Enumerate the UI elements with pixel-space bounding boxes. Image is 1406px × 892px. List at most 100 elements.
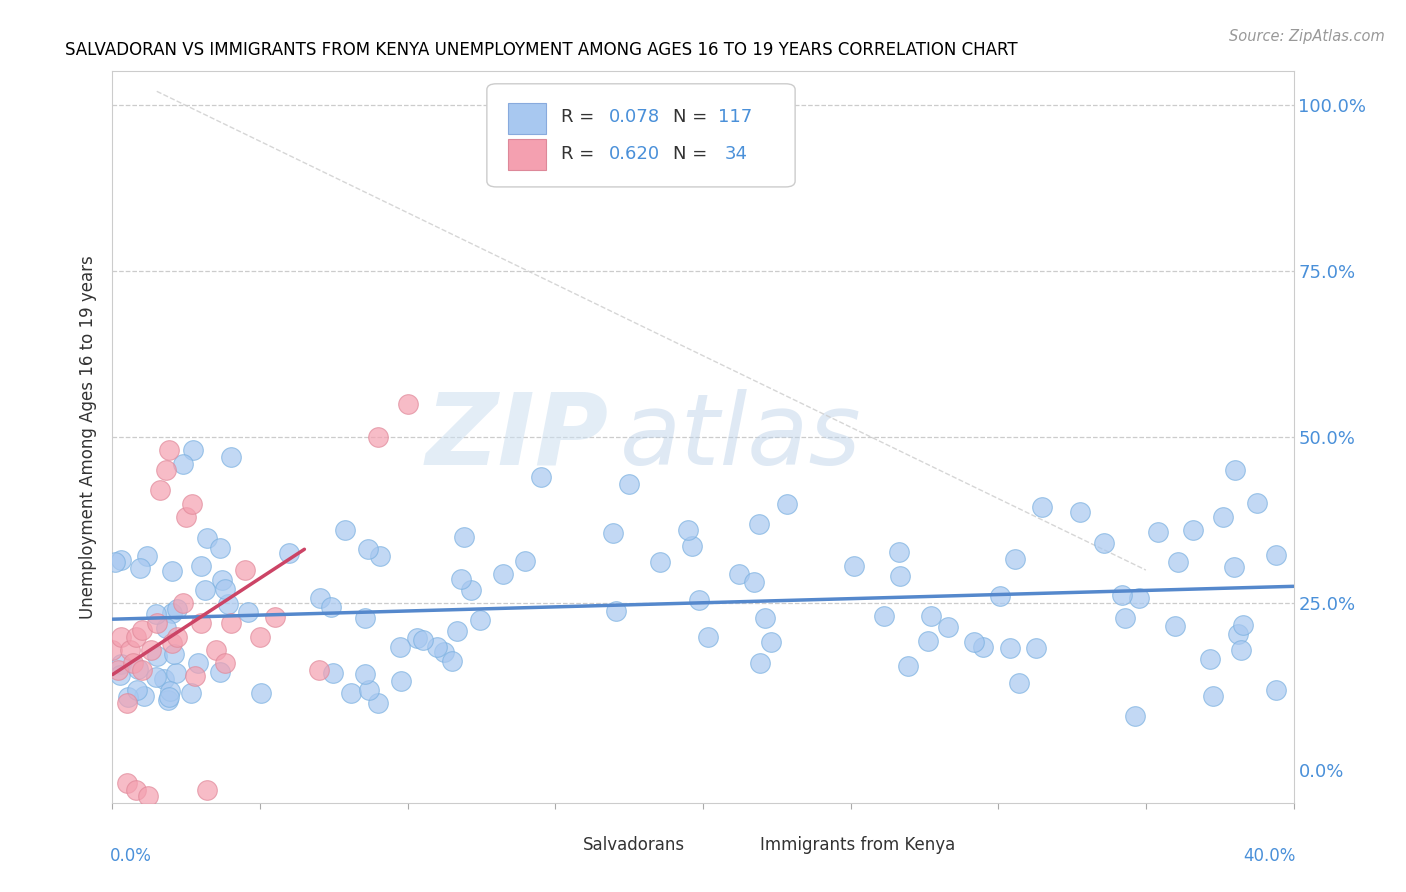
Point bbox=[617, 476, 640, 491]
Point bbox=[166, 602, 188, 616]
Point bbox=[353, 611, 375, 625]
Point bbox=[963, 635, 986, 649]
Point bbox=[120, 643, 142, 657]
Point bbox=[1025, 640, 1047, 655]
Point bbox=[357, 542, 380, 557]
Point bbox=[249, 686, 271, 700]
Point bbox=[1004, 551, 1026, 566]
Text: Salvadorans: Salvadorans bbox=[582, 836, 685, 855]
Point bbox=[1222, 559, 1244, 574]
Text: Immigrants from Kenya: Immigrants from Kenya bbox=[759, 836, 955, 855]
Point bbox=[136, 789, 159, 804]
Point bbox=[1181, 524, 1204, 538]
Point bbox=[117, 696, 138, 710]
Point bbox=[728, 566, 751, 581]
Point bbox=[155, 463, 177, 477]
Point bbox=[236, 605, 259, 619]
Point bbox=[1212, 509, 1234, 524]
Point bbox=[208, 541, 231, 556]
Point bbox=[460, 582, 482, 597]
Point bbox=[917, 634, 939, 648]
Point bbox=[125, 782, 148, 797]
Point bbox=[1000, 641, 1022, 656]
Point bbox=[146, 648, 169, 663]
Point bbox=[308, 663, 330, 677]
Point bbox=[681, 539, 703, 553]
Point bbox=[887, 544, 910, 558]
Point bbox=[492, 567, 515, 582]
Point bbox=[153, 673, 176, 687]
Point bbox=[897, 659, 920, 673]
Point bbox=[166, 630, 188, 644]
Point bbox=[127, 662, 149, 676]
Point bbox=[249, 630, 271, 644]
Text: 0.078: 0.078 bbox=[609, 109, 659, 127]
Text: N =: N = bbox=[673, 145, 713, 163]
Point bbox=[453, 530, 475, 544]
Point bbox=[319, 599, 342, 614]
Point bbox=[211, 573, 233, 587]
Point bbox=[1232, 617, 1254, 632]
Text: 0.620: 0.620 bbox=[609, 145, 659, 163]
Point bbox=[172, 596, 194, 610]
Point bbox=[844, 559, 866, 574]
Point bbox=[184, 669, 207, 683]
Point bbox=[110, 657, 132, 672]
Point bbox=[648, 555, 671, 569]
Point bbox=[776, 497, 799, 511]
Point bbox=[131, 623, 153, 637]
FancyBboxPatch shape bbox=[727, 834, 752, 856]
Point bbox=[1008, 676, 1031, 690]
Point bbox=[157, 690, 180, 705]
Point bbox=[1069, 504, 1091, 518]
Point bbox=[322, 666, 344, 681]
Point bbox=[110, 630, 132, 644]
Point bbox=[759, 635, 782, 649]
Point bbox=[181, 443, 204, 458]
Point bbox=[920, 609, 942, 624]
Point bbox=[156, 693, 179, 707]
FancyBboxPatch shape bbox=[508, 139, 546, 170]
Point bbox=[1199, 652, 1222, 666]
Point bbox=[742, 575, 765, 590]
Point bbox=[754, 611, 776, 625]
Point bbox=[174, 509, 197, 524]
Point bbox=[426, 640, 449, 654]
Point bbox=[125, 682, 148, 697]
Point bbox=[197, 531, 219, 545]
Point bbox=[389, 640, 412, 655]
Point bbox=[367, 430, 389, 444]
Point bbox=[233, 563, 256, 577]
Point bbox=[145, 670, 167, 684]
Point bbox=[190, 616, 212, 631]
Point bbox=[190, 558, 212, 573]
Point bbox=[405, 631, 427, 645]
Point bbox=[396, 397, 419, 411]
Point bbox=[139, 643, 162, 657]
Point bbox=[1092, 536, 1115, 550]
Point bbox=[155, 621, 177, 635]
Point bbox=[412, 632, 434, 647]
Point bbox=[513, 554, 536, 568]
FancyBboxPatch shape bbox=[550, 834, 575, 856]
Point bbox=[163, 647, 186, 661]
Point bbox=[172, 457, 194, 471]
Point bbox=[602, 526, 624, 541]
Point bbox=[441, 655, 464, 669]
Point bbox=[873, 608, 896, 623]
Point bbox=[104, 556, 127, 570]
Point bbox=[1128, 591, 1150, 605]
Text: 40.0%: 40.0% bbox=[1243, 847, 1296, 864]
Text: ZIP: ZIP bbox=[426, 389, 609, 485]
Text: 117: 117 bbox=[718, 109, 752, 127]
Point bbox=[128, 561, 150, 575]
Text: SALVADORAN VS IMMIGRANTS FROM KENYA UNEMPLOYMENT AMONG AGES 16 TO 19 YEARS CORRE: SALVADORAN VS IMMIGRANTS FROM KENYA UNEM… bbox=[65, 41, 1018, 59]
Point bbox=[678, 523, 700, 537]
Point bbox=[748, 516, 770, 531]
FancyBboxPatch shape bbox=[486, 84, 796, 187]
Point bbox=[278, 546, 301, 560]
Point bbox=[134, 690, 156, 704]
Point bbox=[359, 683, 381, 698]
Point bbox=[214, 582, 236, 596]
Text: atlas: atlas bbox=[620, 389, 862, 485]
